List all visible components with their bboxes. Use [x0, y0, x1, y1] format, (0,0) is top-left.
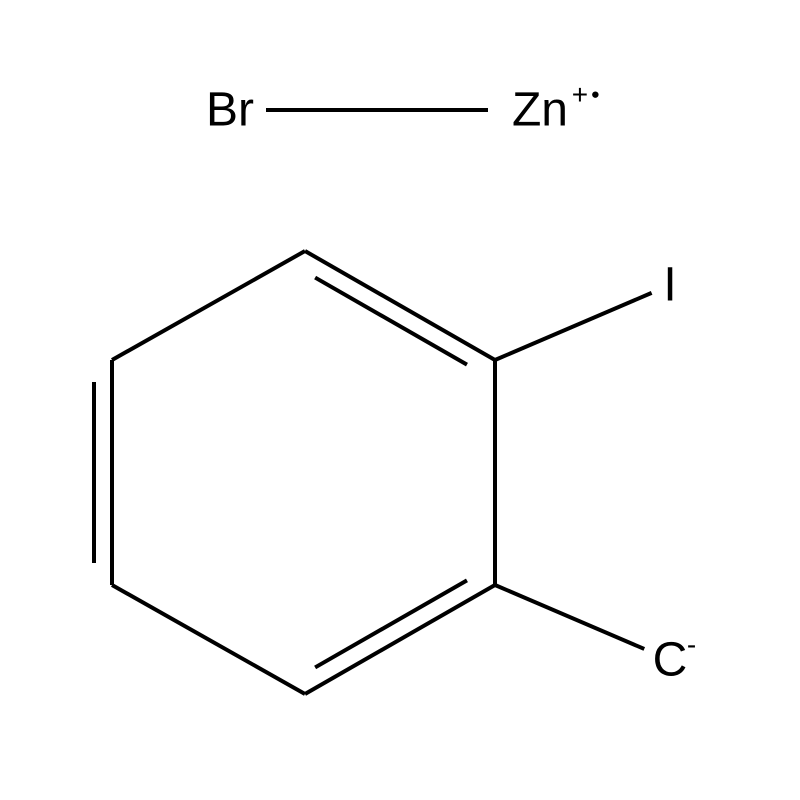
atom-Zn: Zn+ [512, 79, 599, 136]
svg-text:C: C [653, 634, 688, 687]
atom-Br: Br [206, 84, 254, 137]
svg-text:Br: Br [206, 84, 254, 137]
svg-text:Zn: Zn [512, 84, 568, 137]
molecule-diagram: Br Zn+ I C- [0, 0, 800, 800]
atom-I: I [663, 259, 676, 312]
svg-text:-: - [687, 629, 696, 660]
svg-text:I: I [663, 259, 676, 312]
svg-text:+: + [572, 79, 588, 110]
atom-C: C- [653, 629, 697, 686]
